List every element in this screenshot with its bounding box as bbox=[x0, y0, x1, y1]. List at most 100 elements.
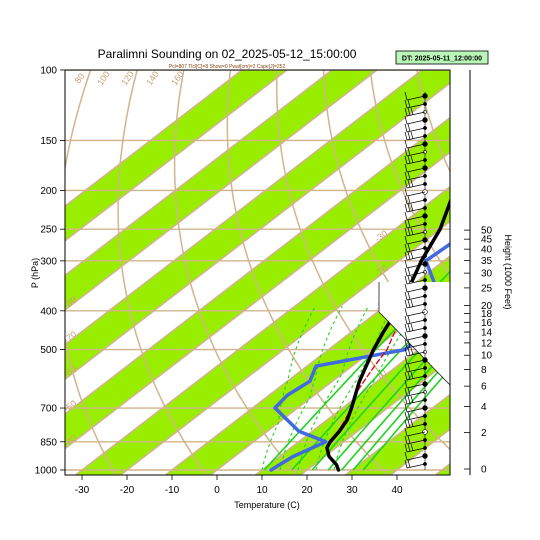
x-tick-label: -10 bbox=[165, 485, 180, 496]
wind-barb-feather bbox=[407, 219, 411, 228]
dry-adiabat-line bbox=[275, 70, 450, 451]
x-tick-label: -30 bbox=[75, 485, 90, 496]
wind-barb-feather bbox=[404, 179, 408, 189]
moist-adiabat-line bbox=[315, 306, 394, 471]
wind-barb-feather bbox=[410, 107, 414, 115]
wind-barb-feather bbox=[404, 283, 408, 293]
wind-barb-staff bbox=[406, 167, 426, 173]
wind-barb-feather bbox=[404, 395, 408, 405]
wind-barb-feather bbox=[407, 459, 411, 468]
wind-barb-feather bbox=[407, 107, 411, 116]
wind-barb-feather bbox=[404, 275, 408, 285]
wind-barb-feather bbox=[404, 339, 408, 349]
p-tick-label: 200 bbox=[40, 186, 57, 197]
p-tick-label: 500 bbox=[40, 345, 57, 356]
wind-barb-feather bbox=[407, 123, 411, 132]
chart-title: Paralimni Sounding on 02_2025-05-12_15:0… bbox=[98, 47, 357, 61]
isotherm-line bbox=[65, 82, 450, 381]
plot-frame bbox=[64, 69, 451, 476]
wind-barb-staff bbox=[406, 455, 426, 461]
wind-barb-feather bbox=[407, 131, 411, 140]
moist-adiabat-line bbox=[261, 306, 316, 471]
wind-barb-feather bbox=[404, 187, 408, 197]
wind-barb-feather bbox=[404, 371, 408, 381]
wind-barb-feather bbox=[407, 147, 411, 156]
wind-barb-feather bbox=[407, 291, 411, 300]
x-tick-label: 10 bbox=[256, 485, 268, 496]
height-tick-label: 50 bbox=[481, 226, 493, 237]
wind-barb-feather bbox=[410, 251, 414, 259]
wind-barb-staff bbox=[406, 119, 426, 125]
p-tick-label: 850 bbox=[40, 437, 57, 448]
x-tick-label: -20 bbox=[120, 485, 135, 496]
wind-barb-feather bbox=[410, 347, 414, 355]
wind-barb-feather bbox=[407, 371, 411, 380]
wind-barb-feather bbox=[404, 171, 408, 181]
wind-barb-feather bbox=[404, 211, 408, 221]
wind-barb-feather bbox=[410, 131, 414, 139]
wind-barbs bbox=[404, 91, 428, 470]
dt-label: DT: 2025-05-11_12:00:00 bbox=[402, 56, 482, 63]
wind-barb-feather bbox=[407, 203, 411, 212]
wind-barb-staff bbox=[406, 239, 426, 245]
wind-barb-feather bbox=[404, 379, 408, 389]
p-tick-label: 250 bbox=[40, 225, 57, 236]
wind-barb-feather bbox=[404, 427, 408, 437]
x-tick-label: 40 bbox=[391, 485, 403, 496]
wind-barb-feather bbox=[407, 315, 411, 324]
wind-barb-feather bbox=[407, 275, 411, 284]
moist-adiabat-line bbox=[279, 306, 343, 471]
wind-barb-feather bbox=[410, 203, 414, 211]
dry-adiabat-line bbox=[322, 70, 450, 367]
mixing-ratio-line bbox=[362, 367, 450, 471]
wind-barb-feather bbox=[410, 275, 414, 283]
wind-barb-feather bbox=[407, 339, 411, 348]
wind-barb-staff bbox=[406, 215, 426, 221]
wind-barb-feather bbox=[410, 299, 414, 307]
wind-barb-feather bbox=[404, 195, 408, 205]
dry-adiabat-line bbox=[117, 70, 208, 475]
dry-adiabat-line bbox=[65, 70, 117, 475]
wind-barb-feather bbox=[404, 459, 408, 469]
isotherm-line bbox=[65, 70, 423, 346]
height-tick-label: 8 bbox=[481, 365, 487, 376]
isotherm-band bbox=[65, 117, 450, 449]
wind-barb-feather bbox=[407, 323, 411, 332]
wind-barb-feather bbox=[407, 395, 411, 404]
wind-barb-feather bbox=[404, 251, 408, 261]
wind-barb-feather bbox=[404, 355, 408, 365]
wind-barb-feather bbox=[404, 419, 408, 429]
wind-barb-feather bbox=[404, 267, 408, 277]
wind-barb-feather bbox=[407, 363, 411, 372]
wind-barb-feather bbox=[404, 403, 408, 413]
wind-barb-feather bbox=[404, 363, 408, 373]
wind-barb-feather bbox=[404, 107, 408, 117]
wind-barb-feather bbox=[404, 259, 408, 269]
theta-label: 80 bbox=[73, 71, 87, 85]
wind-barb-feather bbox=[410, 419, 414, 427]
wind-barb-staff bbox=[406, 287, 426, 293]
wind-barb-feather bbox=[404, 323, 408, 333]
wind-barb-feather bbox=[404, 131, 408, 141]
wind-barb-feather bbox=[404, 203, 408, 213]
wind-barb-feather bbox=[407, 419, 411, 428]
wind-barb-feather bbox=[404, 451, 408, 461]
height-tick-label: 2 bbox=[481, 428, 487, 439]
isotherm-label: 0 bbox=[376, 334, 386, 345]
height-tick-label: 0 bbox=[481, 465, 487, 476]
wind-barb-feather bbox=[404, 227, 408, 237]
wind-barb-staff bbox=[406, 407, 426, 413]
height-tick-label: 20 bbox=[481, 301, 493, 312]
height-tick-label: 25 bbox=[481, 283, 493, 294]
wind-barb-feather bbox=[410, 443, 414, 451]
height-axis-label: Height (1000 Feet) bbox=[503, 234, 513, 309]
wind-barb-feather bbox=[404, 299, 408, 309]
wind-barb-feather bbox=[407, 435, 411, 444]
wind-barb-feather bbox=[404, 307, 408, 317]
p-tick-label: 700 bbox=[40, 404, 57, 415]
isotherm-line bbox=[65, 70, 378, 312]
height-tick-label: 45 bbox=[481, 235, 493, 246]
